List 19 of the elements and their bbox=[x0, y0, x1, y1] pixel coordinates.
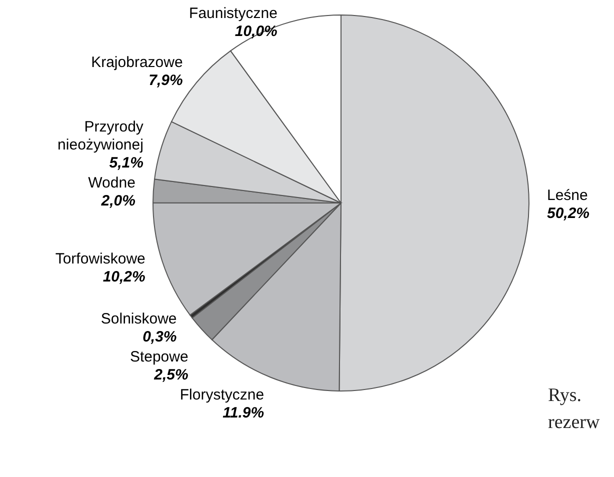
data-label: 2,0% bbox=[100, 192, 136, 210]
data-label: 11.9% bbox=[222, 404, 264, 422]
slice-label: Florystyczne bbox=[180, 386, 264, 404]
slice-label: Przyrody nieożywionej bbox=[58, 118, 144, 154]
data-label: 2,5% bbox=[153, 366, 188, 384]
data-label: 5,1% bbox=[109, 154, 144, 172]
data-label: 0,3% bbox=[142, 328, 177, 346]
slice-label: Krajobrazowe bbox=[91, 54, 183, 72]
slice-label: Leśne bbox=[547, 186, 588, 204]
slice-label: Stepowe bbox=[130, 348, 188, 366]
slice-label: Torfowiskowe bbox=[55, 250, 146, 268]
text: rezerw bbox=[548, 412, 600, 433]
data-label: 10,2% bbox=[102, 268, 146, 286]
slice-label: Solniskowe bbox=[100, 310, 177, 328]
slice-label: Wodne bbox=[88, 174, 136, 192]
slice-label: Faunistyczne bbox=[189, 5, 278, 22]
data-label: 7,9% bbox=[148, 72, 183, 90]
data-label: 50,2% bbox=[547, 204, 590, 222]
text: Rys. bbox=[548, 385, 582, 406]
